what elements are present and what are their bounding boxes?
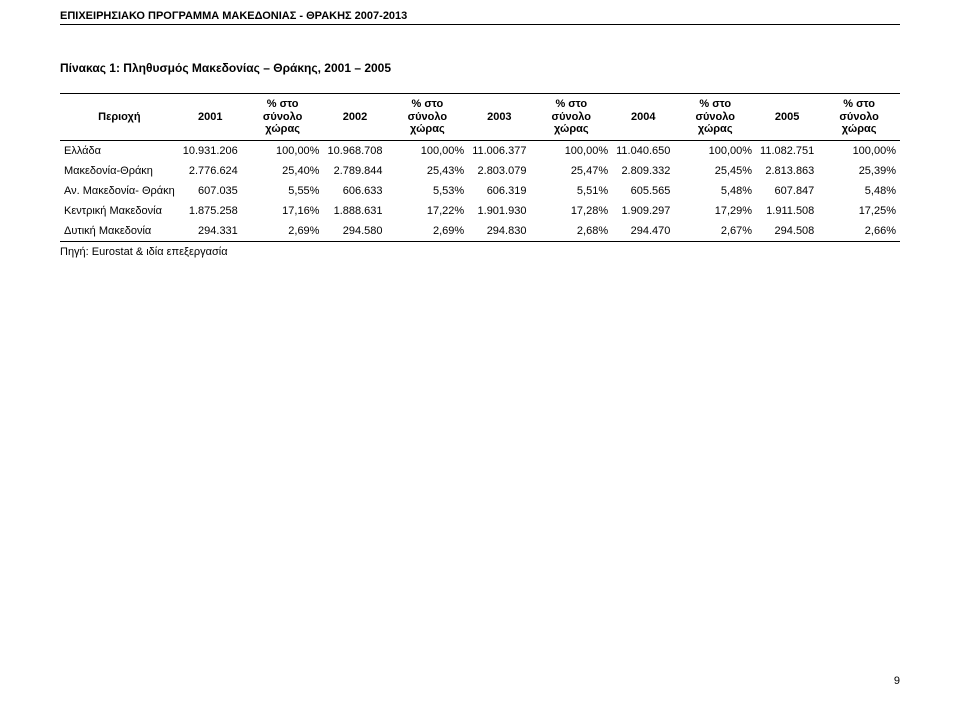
cell-value: 2,68% — [530, 221, 612, 242]
cell-value: 2,67% — [674, 221, 756, 242]
table-row: Μακεδονία-Θράκη2.776.62425,40%2.789.8442… — [60, 161, 900, 181]
col-2002: 2002 — [323, 94, 386, 141]
cell-value: 11.006.377 — [468, 140, 530, 161]
col-2003: 2003 — [468, 94, 530, 141]
table-row: Ελλάδα10.931.206100,00%10.968.708100,00%… — [60, 140, 900, 161]
cell-value: 100,00% — [242, 140, 324, 161]
cell-value: 25,40% — [242, 161, 324, 181]
col-region: Περιοχή — [60, 94, 179, 141]
col-2005: 2005 — [756, 94, 818, 141]
table-row: Αν. Μακεδονία- Θράκη607.0355,55%606.6335… — [60, 181, 900, 201]
document-header: ΕΠΙΧΕΙΡΗΣΙΑΚΟ ΠΡΟΓΡΑΜΜΑ ΜΑΚΕΔΟΝΙΑΣ - ΘΡΑ… — [60, 10, 900, 22]
cell-value: 2.803.079 — [468, 161, 530, 181]
table-title: Πίνακας 1: Πληθυσμός Μακεδονίας – Θράκης… — [60, 61, 900, 75]
cell-region: Ελλάδα — [60, 140, 179, 161]
cell-value: 17,25% — [818, 201, 900, 221]
cell-value: 25,47% — [530, 161, 612, 181]
cell-value: 605.565 — [612, 181, 674, 201]
cell-value: 25,43% — [387, 161, 469, 181]
cell-value: 5,48% — [674, 181, 756, 201]
cell-value: 2.809.332 — [612, 161, 674, 181]
cell-region: Αν. Μακεδονία- Θράκη — [60, 181, 179, 201]
cell-value: 294.331 — [179, 221, 242, 242]
table-source: Πηγή: Eurostat & ιδία επεξεργασία — [60, 246, 900, 258]
cell-value: 100,00% — [818, 140, 900, 161]
table-row: Κεντρική Μακεδονία1.875.25817,16%1.888.6… — [60, 201, 900, 221]
cell-value: 11.040.650 — [612, 140, 674, 161]
cell-value: 2,69% — [242, 221, 324, 242]
cell-value: 17,29% — [674, 201, 756, 221]
header-rule — [60, 24, 900, 25]
cell-value: 2,69% — [387, 221, 469, 242]
cell-value: 25,45% — [674, 161, 756, 181]
table-header-row: Περιοχή 2001 % στο σύνολο χώρας 2002 % σ… — [60, 94, 900, 141]
cell-value: 606.319 — [468, 181, 530, 201]
cell-value: 606.633 — [323, 181, 386, 201]
cell-value: 5,51% — [530, 181, 612, 201]
cell-value: 17,16% — [242, 201, 324, 221]
col-pct-2004: % στο σύνολο χώρας — [674, 94, 756, 141]
col-pct-2002: % στο σύνολο χώρας — [387, 94, 469, 141]
cell-value: 100,00% — [674, 140, 756, 161]
cell-value: 5,48% — [818, 181, 900, 201]
cell-value: 2.776.624 — [179, 161, 242, 181]
cell-region: Μακεδονία-Θράκη — [60, 161, 179, 181]
cell-value: 1.909.297 — [612, 201, 674, 221]
cell-value: 17,28% — [530, 201, 612, 221]
cell-value: 1.888.631 — [323, 201, 386, 221]
cell-value: 10.968.708 — [323, 140, 386, 161]
cell-value: 294.470 — [612, 221, 674, 242]
page-number: 9 — [894, 675, 900, 687]
cell-region: Δυτική Μακεδονία — [60, 221, 179, 242]
cell-value: 294.830 — [468, 221, 530, 242]
cell-value: 2.813.863 — [756, 161, 818, 181]
population-table: Περιοχή 2001 % στο σύνολο χώρας 2002 % σ… — [60, 93, 900, 242]
cell-value: 100,00% — [530, 140, 612, 161]
cell-value: 11.082.751 — [756, 140, 818, 161]
cell-value: 5,53% — [387, 181, 469, 201]
cell-value: 2,66% — [818, 221, 900, 242]
cell-value: 607.847 — [756, 181, 818, 201]
table-body: Ελλάδα10.931.206100,00%10.968.708100,00%… — [60, 140, 900, 241]
cell-value: 5,55% — [242, 181, 324, 201]
cell-value: 25,39% — [818, 161, 900, 181]
cell-value: 1.911.508 — [756, 201, 818, 221]
cell-value: 607.035 — [179, 181, 242, 201]
cell-value: 17,22% — [387, 201, 469, 221]
cell-value: 10.931.206 — [179, 140, 242, 161]
cell-value: 100,00% — [387, 140, 469, 161]
cell-value: 1.875.258 — [179, 201, 242, 221]
cell-value: 1.901.930 — [468, 201, 530, 221]
col-pct-2001: % στο σύνολο χώρας — [242, 94, 324, 141]
cell-value: 294.580 — [323, 221, 386, 242]
cell-region: Κεντρική Μακεδονία — [60, 201, 179, 221]
table-row: Δυτική Μακεδονία294.3312,69%294.5802,69%… — [60, 221, 900, 242]
col-2001: 2001 — [179, 94, 242, 141]
col-pct-2003: % στο σύνολο χώρας — [530, 94, 612, 141]
cell-value: 294.508 — [756, 221, 818, 242]
cell-value: 2.789.844 — [323, 161, 386, 181]
col-2004: 2004 — [612, 94, 674, 141]
col-pct-2005: % στο σύνολο χώρας — [818, 94, 900, 141]
